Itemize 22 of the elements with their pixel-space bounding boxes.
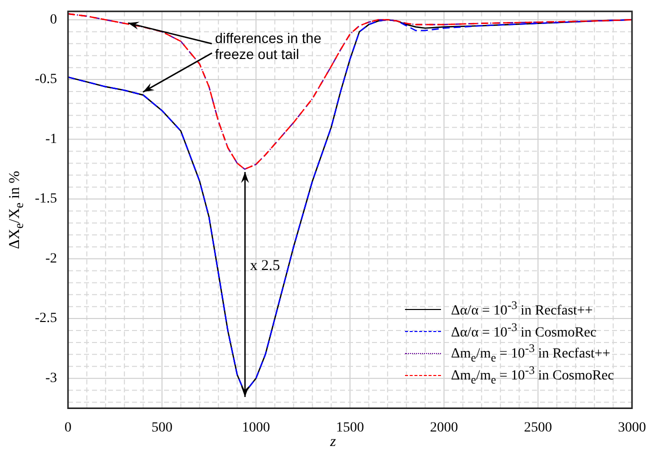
y-tick-label: -0.5 bbox=[34, 72, 57, 88]
x-axis-title: z bbox=[329, 434, 337, 451]
y-tick-label: -3 bbox=[45, 370, 57, 386]
x-tick-label: 2000 bbox=[430, 420, 458, 436]
x-tick-label: 3000 bbox=[618, 420, 646, 436]
legend-label: Δm$_{e}$/m$_{e}$ = 10$^{-3}$ in Recfast++ bbox=[450, 342, 610, 364]
y-tick-label: 0 bbox=[50, 12, 57, 28]
line-series bbox=[68, 13, 632, 170]
x-tick-label: 1500 bbox=[336, 420, 364, 436]
x-tick-label: 0 bbox=[64, 420, 72, 436]
y-tick-label: -2.5 bbox=[34, 311, 57, 326]
x-tick-label: 500 bbox=[152, 420, 172, 436]
legend-label: Δm$_{e}$/m$_{e}$ = 10$^{-3}$ in CosmoRec bbox=[450, 364, 614, 386]
y-tick-label: -2 bbox=[45, 251, 57, 266]
x-tick-label: 2500 bbox=[524, 420, 552, 436]
legend-label: Δα/α = 10$^{-3}$ in Recfast++ bbox=[450, 298, 593, 320]
annotation: x 2.5 bbox=[250, 258, 280, 274]
y-tick-label: -1.5 bbox=[34, 192, 57, 207]
legend-label: Δα/α = 10$^{-3}$ in CosmoRec bbox=[450, 320, 596, 342]
x-tick-label: 1000 bbox=[242, 420, 270, 436]
y-tick-label: -1 bbox=[45, 132, 57, 147]
annotation: differences in the freeze out tail bbox=[215, 30, 322, 62]
